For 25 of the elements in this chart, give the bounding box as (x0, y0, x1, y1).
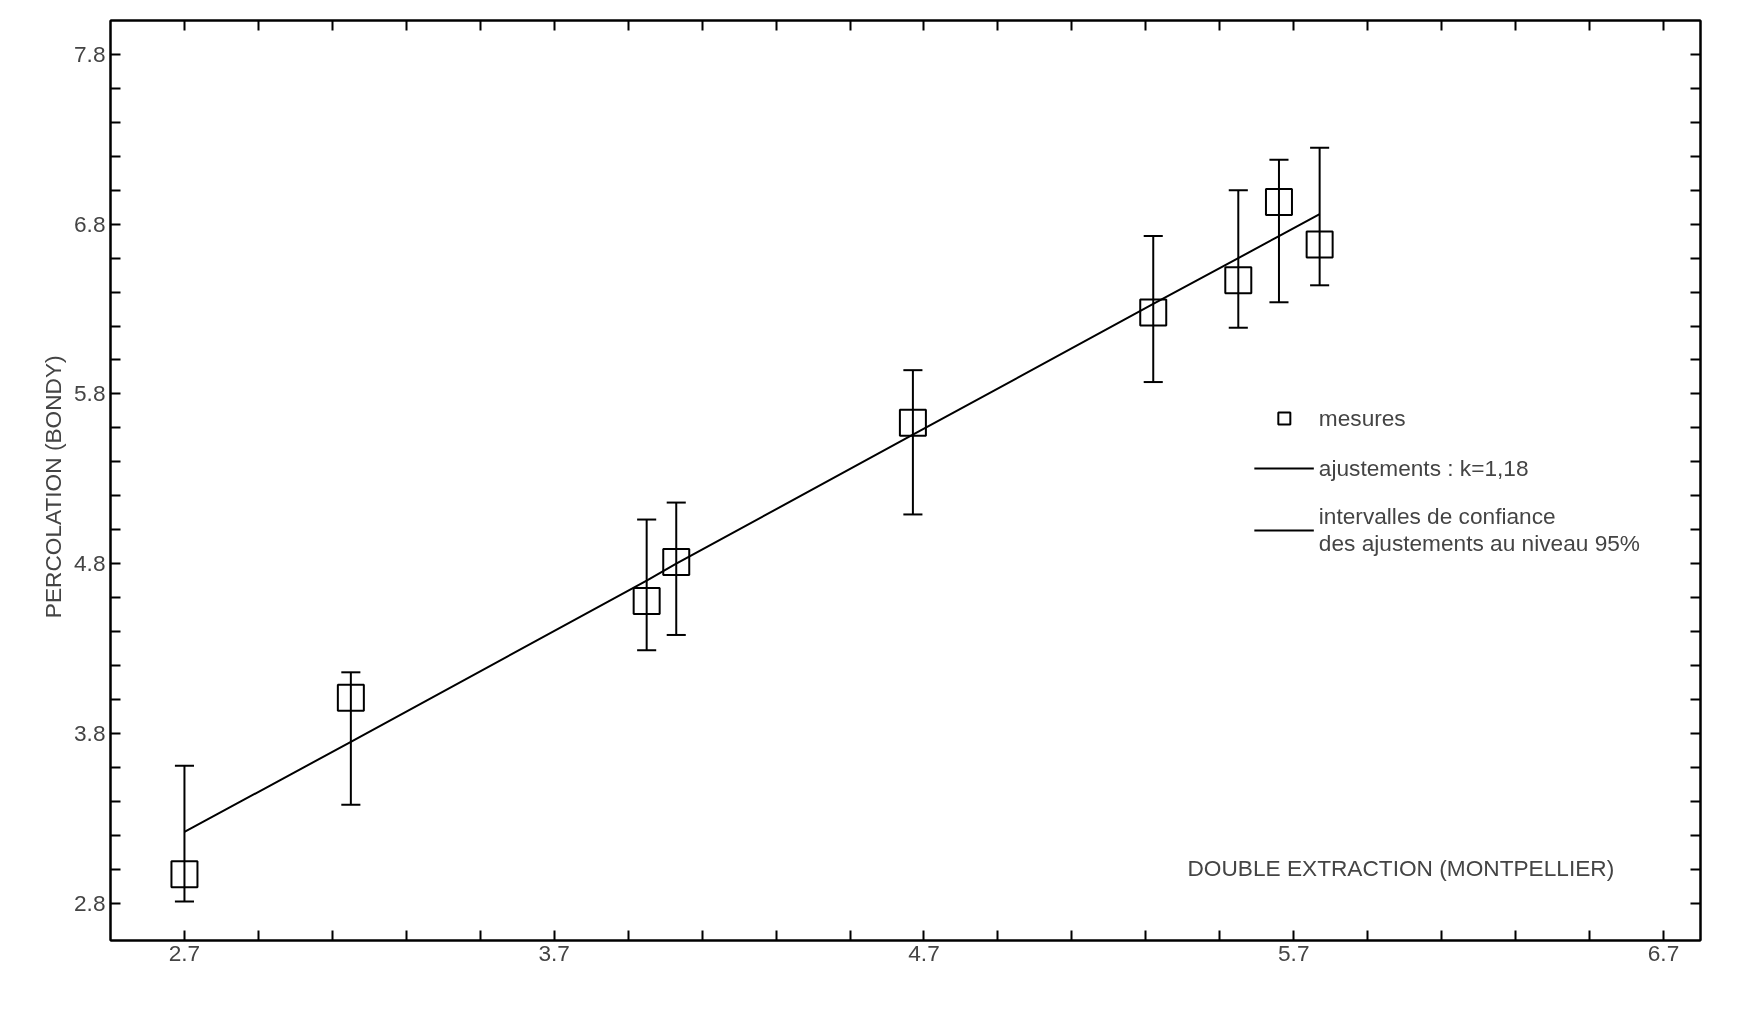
point (170, 860, 199, 889)
point (1224, 266, 1253, 295)
point (898, 408, 927, 437)
point (662, 547, 691, 576)
x-tick-label: 2.7 (168, 939, 201, 966)
y-tick-label: 7.8 (74, 40, 106, 67)
point (632, 587, 661, 616)
x-tick-label: 5.7 (1278, 939, 1310, 966)
y-axis-title: PERCOLATION (BONDY) (40, 355, 66, 619)
point (336, 683, 365, 712)
x-tick-label: 6.7 (1647, 939, 1680, 966)
y-tick-label: 4.8 (74, 550, 106, 577)
point (1305, 230, 1334, 259)
y-tick-label: 6.8 (74, 210, 106, 237)
y-tick-label: 3.8 (74, 719, 106, 746)
legend-label: ajustements : k=1,18 (1318, 454, 1529, 482)
legend-label: mesures (1318, 404, 1406, 432)
point (1264, 188, 1293, 217)
y-tick-label: 5.8 (74, 380, 106, 407)
y-tick-label: 2.8 (74, 889, 106, 916)
point (1139, 298, 1168, 327)
x-axis-title: DOUBLE EXTRACTION (MONTPELLIER) (1187, 854, 1615, 881)
x-tick-label: 4.7 (908, 939, 940, 966)
x-tick-label: 3.7 (538, 939, 570, 966)
annotation: intervalles de confiance des ajustements au niveau 95% (1318, 503, 1640, 557)
